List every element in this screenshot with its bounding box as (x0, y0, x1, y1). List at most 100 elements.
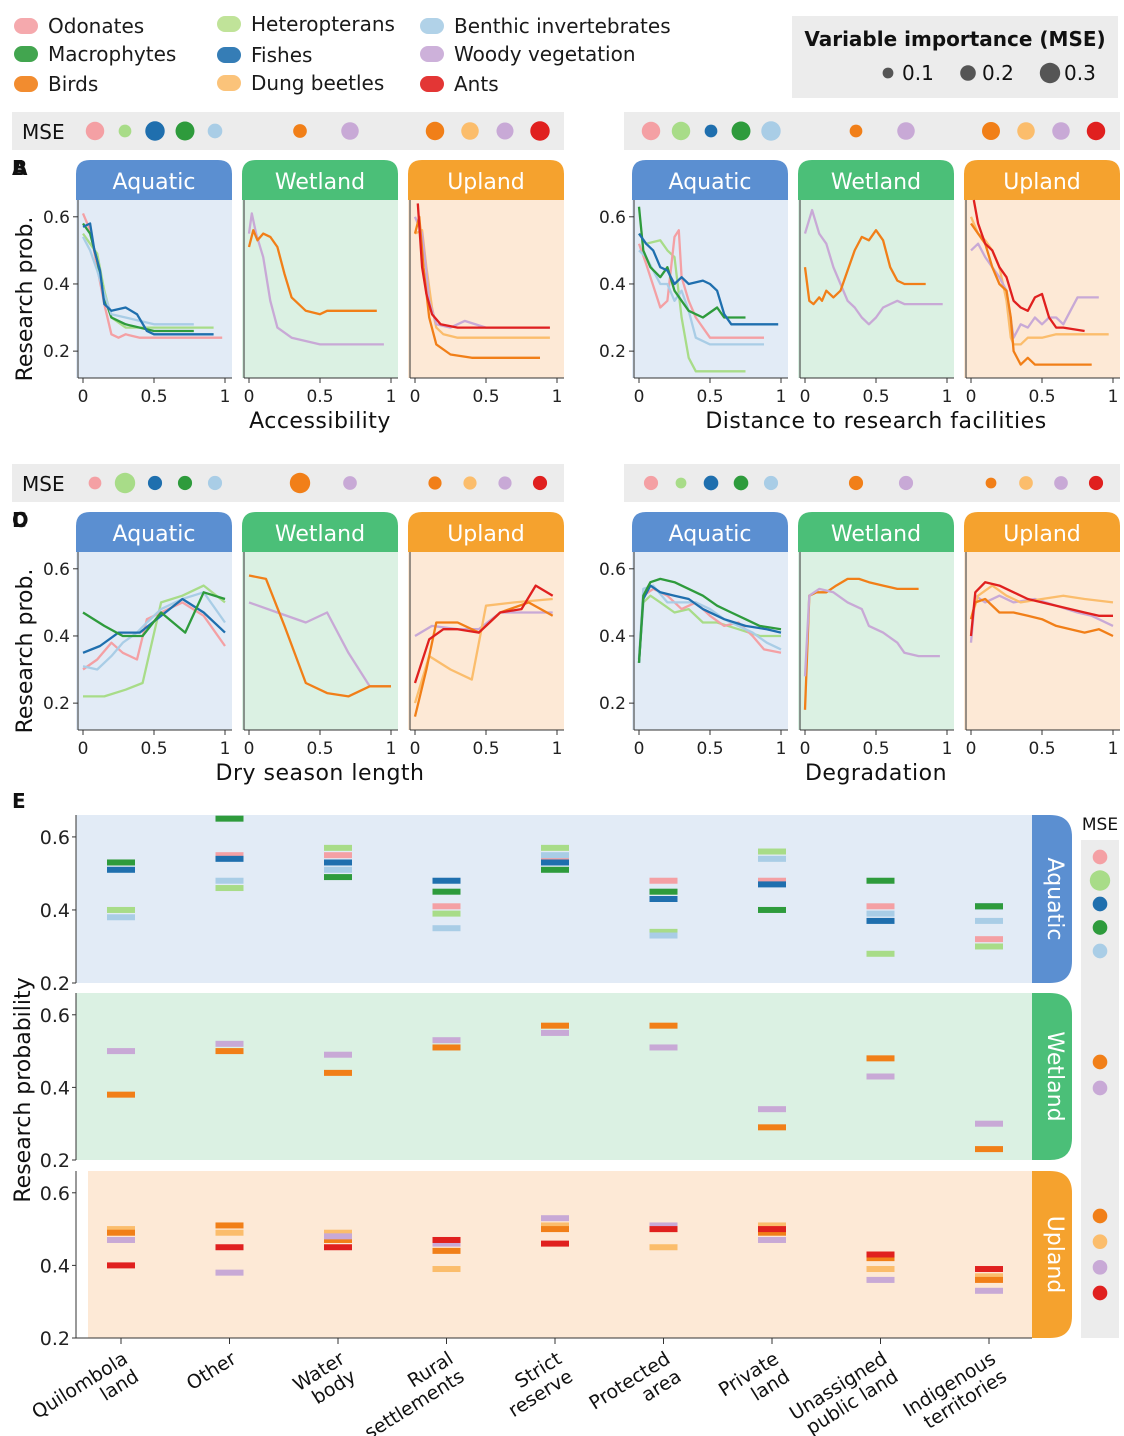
series-line-fishes (638, 232, 779, 326)
mse-dot-benthic (761, 121, 781, 141)
category-mark-woody (107, 1048, 135, 1055)
y-tick-label: 0.6 (40, 1183, 70, 1205)
x-tick-label: 1 (942, 387, 953, 407)
mse-dot-birds (849, 124, 863, 138)
x-tick-label: 0.5 (140, 739, 167, 759)
y-tick-label: 0.6 (40, 1005, 70, 1027)
category-mark-ants (649, 1226, 678, 1233)
y-tick-label: 0.2 (40, 1150, 70, 1172)
size-legend-box (792, 16, 1118, 98)
y-tick-label: 0.2 (43, 694, 70, 714)
category-mark-odonates (324, 852, 352, 859)
strip-tab-wetland (1032, 993, 1072, 1160)
category-mark-macrophytes (541, 844, 569, 851)
category-mark-macrophytes_dark (541, 866, 569, 873)
panel-letter: B (12, 156, 27, 180)
mse-dot-birds (985, 477, 997, 489)
category-mark-ants (758, 1226, 786, 1233)
category-mark-dung_beetles (324, 1229, 352, 1236)
mse-dot-benthic (207, 475, 223, 491)
species-legend: Odonates Macrophytes Birds Heteropterans Fis… (14, 12, 671, 96)
strip-tab-aquatic (1032, 815, 1072, 983)
mse-dot-macrophytes_dark (175, 121, 195, 141)
strip-bg-aquatic (76, 815, 1032, 983)
category-mark-dung_beetles (758, 1222, 786, 1229)
category-mark-dung_beetles (975, 1273, 1003, 1280)
category-mark-dung_beetles (649, 1244, 678, 1251)
legend-entry: Macrophytes (14, 42, 176, 66)
x-tick-label: 0.5 (1028, 739, 1055, 759)
strip-tab-label: Upland (1042, 1216, 1067, 1294)
y-tick-label: 0.4 (43, 627, 70, 647)
mse-dot-ants (1086, 121, 1106, 141)
strip-tab-label: Wetland (1042, 1031, 1067, 1121)
x-tick-label: 0 (634, 387, 645, 407)
series-line-woody (803, 208, 943, 326)
category-mark-woody (107, 1236, 135, 1243)
mse-dot-fishes (703, 475, 719, 491)
mse-dot-dung_beetles (461, 122, 479, 140)
habitat-tab-aquatic (76, 160, 232, 200)
legend-entry: Ants (420, 72, 499, 96)
y-tick-label: 0.6 (43, 208, 70, 228)
plot-area-aquatic (632, 200, 788, 378)
x-axis-title: Degradation (805, 761, 947, 786)
habitat-tab-label: Wetland (275, 170, 365, 195)
category-mark-birds (432, 1247, 461, 1254)
category-mark-ants (215, 1244, 244, 1251)
category-mark-macrophytes (975, 943, 1003, 950)
mse-dot-birds (848, 475, 864, 491)
x-tick-label: 1 (1108, 739, 1119, 759)
legend-label: Ants (454, 72, 499, 96)
mse-dot-dung_beetles (463, 476, 477, 490)
category-mark-fishes (324, 859, 352, 866)
size-legend-title: Variable importance (MSE) (804, 27, 1105, 51)
habitat-tab-upland (964, 160, 1120, 200)
mse-dot-fishes (704, 124, 718, 138)
panel-letter: E (12, 789, 26, 813)
legend-entry: Heteropterans (217, 12, 395, 36)
category-mark-macrophytes (649, 928, 678, 935)
category-mark-benthic (866, 910, 895, 917)
x-tick-label: 0 (800, 739, 811, 759)
category-mark-woody (758, 1106, 786, 1113)
series-line-odonates (637, 229, 764, 339)
category-mark-macrophytes (758, 848, 786, 855)
series-line-odonates (82, 601, 226, 671)
habitat-tab-label: Upland (447, 170, 525, 195)
category-mark-woody (324, 1051, 352, 1058)
mse-dot-woody (1092, 1260, 1108, 1275)
category-mark-birds (758, 1229, 786, 1236)
y-tick-label: 0.4 (40, 1255, 70, 1277)
category-mark-ants (975, 1266, 1003, 1273)
series-line-ants (413, 584, 554, 684)
series-line-fishes (82, 222, 214, 336)
x-tick-label: 1 (942, 739, 953, 759)
category-mark-benthic (975, 917, 1003, 924)
category-mark-macrophytes_dark (866, 877, 895, 884)
category-mark-fishes (541, 859, 569, 866)
legend-entry: Dung beetles (217, 71, 384, 95)
plot-area-aquatic (76, 552, 232, 730)
category-mark-woody (324, 1233, 352, 1240)
category-mark-ants (541, 1240, 569, 1247)
plot-area-upland (964, 200, 1120, 378)
category-mark-benthic (541, 852, 569, 859)
x-tick-label: 0.5 (696, 739, 723, 759)
category-mark-dung_beetles (432, 1266, 461, 1273)
mse-dot-benthic (207, 123, 223, 139)
series-line-ants (972, 199, 1085, 333)
category-mark-birds (215, 1222, 244, 1229)
mse-dot-ants (530, 121, 550, 141)
mse-dot-macrophytes_dark (731, 121, 751, 141)
category-mark-benthic (649, 932, 678, 939)
mse-dot-woody (496, 122, 514, 140)
mse-bar-label: MSE (22, 120, 65, 144)
series-line-woody (413, 216, 550, 329)
plot-area-aquatic (632, 552, 788, 730)
category-mark-woody (975, 1287, 1003, 1294)
legend-label: Woody vegetation (454, 42, 636, 66)
size-legend-label: 0.3 (1064, 61, 1096, 85)
